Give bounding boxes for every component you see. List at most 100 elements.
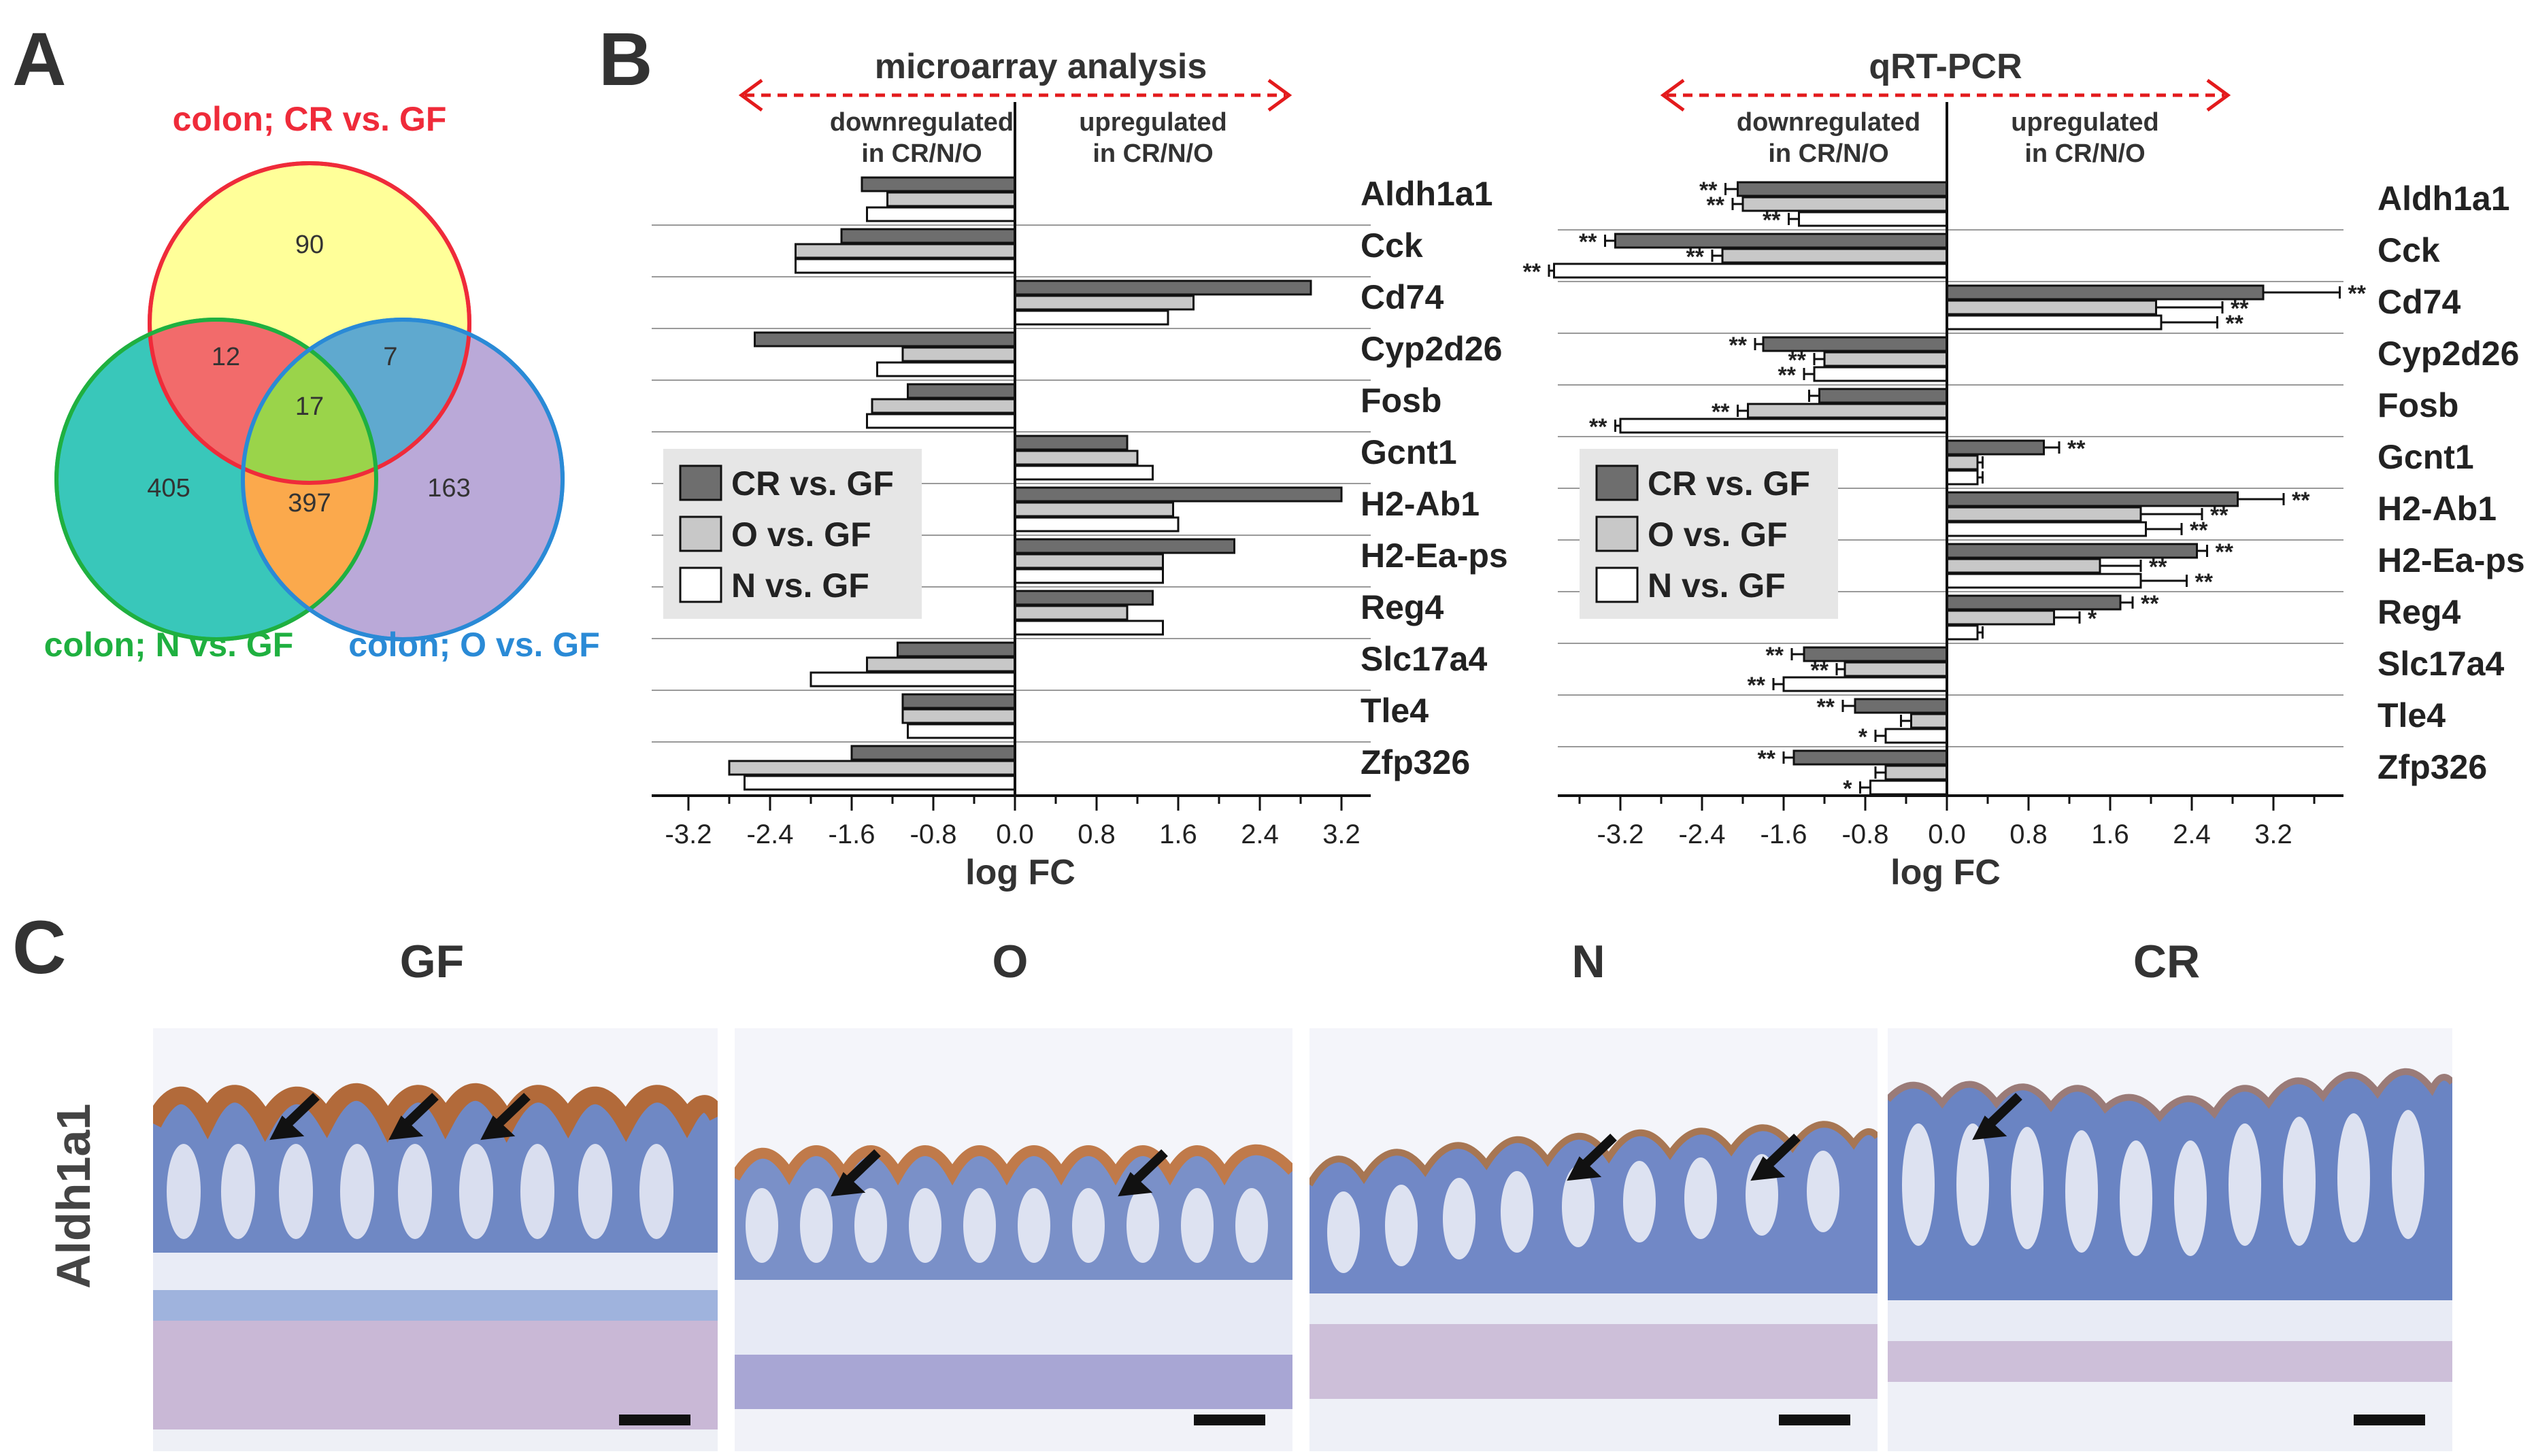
histology-panel: C Aldh1a1 GF O N CR: [0, 904, 2536, 1456]
bar-o-gcnt1: [1014, 450, 1139, 466]
bar-o-h2-ea-ps: [1014, 553, 1164, 569]
bar-cr-slc17a4: [897, 641, 1016, 658]
significance-marker: **: [1699, 177, 1718, 203]
legend-swatch-cr: [1595, 464, 1639, 501]
bar-n-cd74: [1014, 309, 1169, 326]
bar-n-fosb: [866, 413, 1016, 429]
gene-label: H2-Ea-ps: [2378, 541, 2525, 579]
microarray-down-line1: downregulated: [830, 108, 1014, 137]
bar-cr-zfp326: [850, 745, 1016, 761]
bar-cr-zfp326: [1792, 749, 1948, 766]
qrtpcr-down-line2: in CR/N/O: [1768, 139, 1888, 168]
scale-bar: [1779, 1415, 1850, 1425]
venn-count-cr-o: 7: [383, 343, 397, 371]
bar-n-h2-ea-ps: [1014, 568, 1164, 584]
legend-label-o: O vs. GF: [1648, 515, 1788, 554]
bar-n-h2-ab1: [1946, 521, 2147, 537]
gene-label: H2-Ab1: [1361, 485, 1480, 523]
significance-marker: **: [1748, 673, 1766, 698]
x-tick-label: -3.2: [1597, 819, 1644, 849]
bar-o-zfp326: [1884, 764, 1948, 781]
microarray-up-line2: in CR/N/O: [1092, 139, 1213, 168]
bar-cr-fosb: [1818, 388, 1948, 404]
legend-swatch-n: [679, 566, 722, 603]
significance-marker: **: [1758, 746, 1776, 772]
legend-swatch-n: [1595, 566, 1639, 603]
bar-o-tle4: [1910, 713, 1948, 729]
legend-label-o: O vs. GF: [731, 515, 871, 554]
gene-label: Cck: [1361, 226, 1423, 265]
venn-diagram: 90 12 7 17 405 397 163 colon; CR vs. GF …: [44, 100, 600, 664]
gene-label: Cd74: [1361, 278, 1444, 316]
bar-o-cck: [795, 243, 1016, 259]
bar-o-slc17a4: [1843, 661, 1948, 677]
arrow-icon: [1567, 1133, 1617, 1181]
venn-count-cr-n: 12: [212, 343, 240, 371]
bar-cr-gcnt1: [1014, 435, 1129, 451]
x-tick-label: 0.0: [996, 819, 1034, 849]
bar-n-slc17a4: [1782, 676, 1948, 692]
venn-label-n: colon; N vs. GF: [44, 626, 294, 664]
bar-o-slc17a4: [866, 656, 1016, 673]
significance-marker: **: [2231, 296, 2249, 322]
bar-o-cck: [1721, 248, 1948, 264]
qrtpcr-up-line2: in CR/N/O: [2024, 139, 2145, 168]
legend-swatch-o: [1595, 515, 1639, 552]
qrtpcr-chart: qRT-PCR downregulated in CR/N/O upregula…: [1523, 47, 2525, 892]
arrow-icon: [1750, 1133, 1801, 1181]
bar-cr-reg4: [1014, 590, 1154, 606]
significance-marker: **: [2195, 569, 2214, 595]
bar-cr-cyp2d26: [754, 331, 1016, 348]
bar-o-fosb: [1747, 403, 1948, 419]
bar-n-reg4: [1946, 624, 1979, 641]
bar-n-zfp326: [744, 775, 1016, 791]
bar-n-zfp326: [1869, 779, 1948, 796]
bar-cr-aldh1a1: [1737, 181, 1948, 197]
venn-count-cr-only: 90: [295, 231, 324, 259]
histology-title-cr: CR: [2133, 936, 2201, 987]
bar-n-aldh1a1: [866, 206, 1016, 222]
venn-count-o-only: 163: [427, 474, 470, 503]
microarray-xlabel: log FC: [965, 853, 1075, 892]
gene-label: H2-Ea-ps: [1361, 537, 1508, 575]
venn-count-n-only: 405: [147, 474, 190, 503]
scale-bar: [2354, 1415, 2425, 1425]
legend-label-n: N vs. GF: [731, 566, 869, 605]
legend-label-cr: CR vs. GF: [731, 464, 894, 503]
arrow-icon: [480, 1092, 531, 1140]
microarray-range-arrow: [738, 78, 1292, 112]
legend-label-cr: CR vs. GF: [1648, 464, 1810, 503]
gene-label: Slc17a4: [2378, 645, 2504, 683]
qrtpcr-xlabel: log FC: [1890, 853, 2001, 892]
significance-marker: **: [2226, 311, 2244, 337]
bar-n-fosb: [1619, 418, 1948, 434]
significance-marker: **: [2292, 488, 2310, 513]
bar-o-reg4: [1946, 609, 2055, 626]
bar-cr-h2-ab1: [1014, 486, 1343, 503]
venn-overlap-all: [243, 320, 376, 483]
x-tick-label: 3.2: [2254, 819, 2292, 849]
bar-n-cyp2d26: [876, 361, 1016, 377]
scale-bar: [619, 1415, 690, 1425]
scale-bar: [1194, 1415, 1265, 1425]
bar-n-tle4: [1884, 728, 1948, 744]
x-tick-label: 1.6: [1159, 819, 1197, 849]
bar-n-aldh1a1: [1798, 211, 1948, 227]
histology-image-n: [1309, 1028, 1878, 1451]
bar-n-reg4: [1014, 620, 1164, 636]
significance-marker: *: [2088, 606, 2097, 632]
x-tick-label: 3.2: [1322, 819, 1361, 849]
arrow-icon: [269, 1092, 320, 1140]
qrtpcr-title: qRT-PCR: [1869, 47, 2022, 86]
arrow-icon: [388, 1092, 439, 1140]
gene-label: H2-Ab1: [2378, 490, 2497, 528]
significance-marker: **: [1523, 259, 1541, 285]
bar-cr-gcnt1: [1946, 439, 2045, 456]
significance-marker: **: [1763, 207, 1781, 233]
bar-o-zfp326: [728, 760, 1016, 776]
bar-o-cd74: [1014, 294, 1195, 311]
microarray-legend: CR vs. GF O vs. GF N vs. GF: [663, 449, 922, 619]
bar-n-tle4: [907, 723, 1016, 739]
gene-label: Reg4: [2378, 593, 2460, 631]
